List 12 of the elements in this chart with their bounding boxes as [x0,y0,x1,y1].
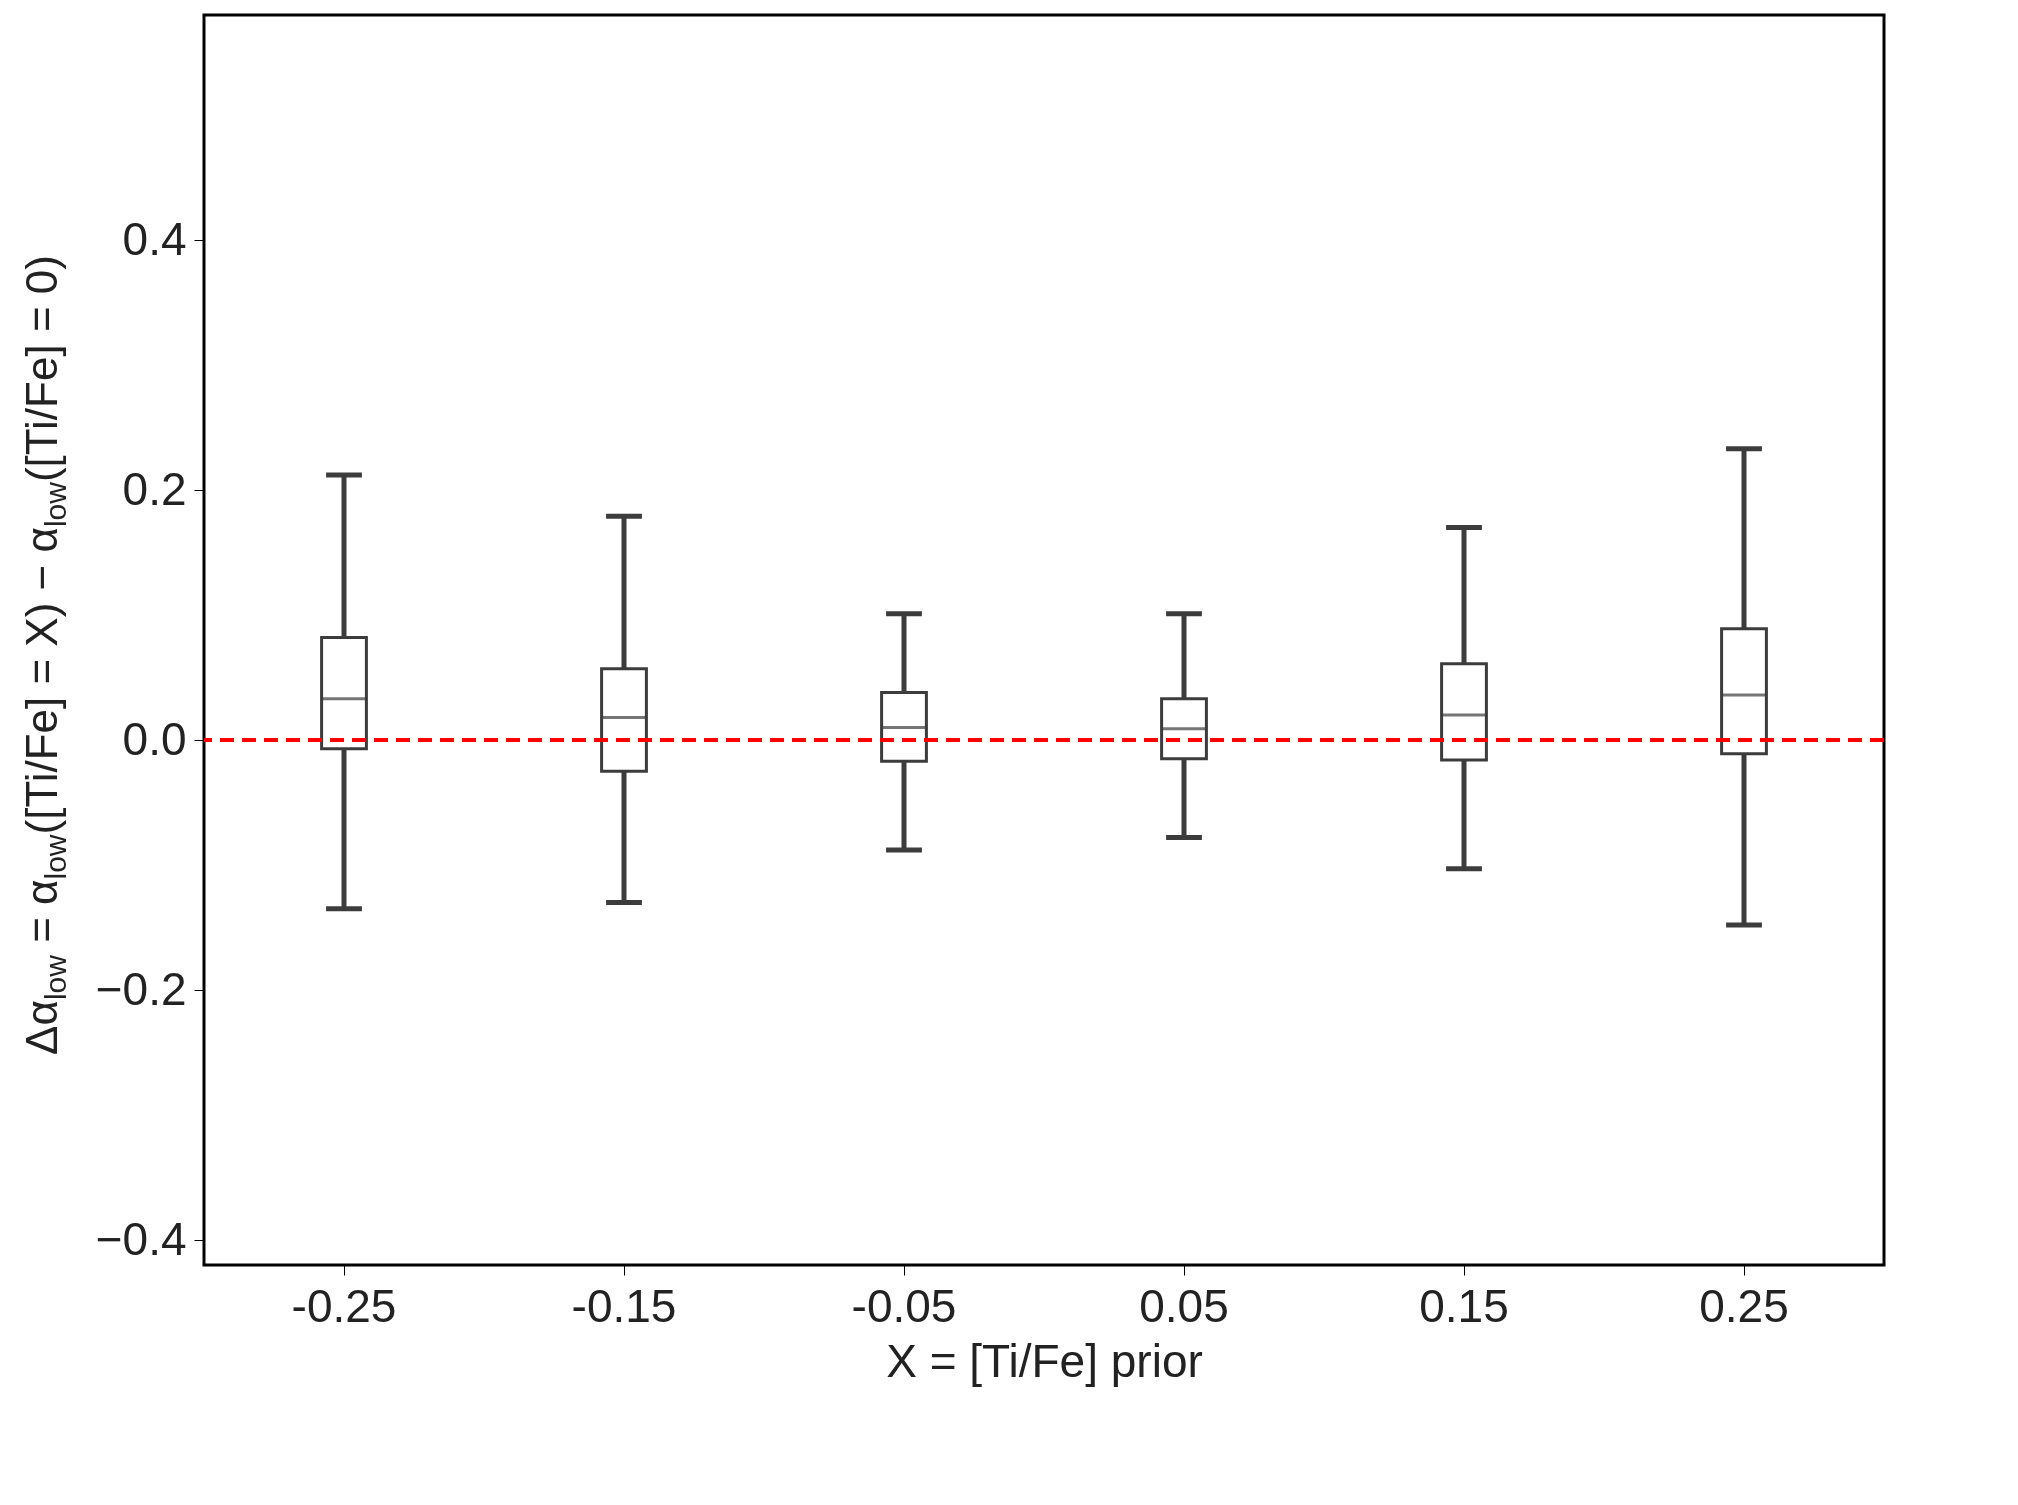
x-tick-label: -0.05 [851,1279,957,1332]
x-axis-title: X = [Ti/Fe] prior [886,1334,1203,1387]
y-tick-label: −0.4 [95,1212,187,1265]
y-tick-label: 0.4 [122,212,187,265]
y-tick-label: −0.2 [95,962,187,1015]
x-tick-label: 0.25 [1699,1279,1789,1332]
y-tick-label: 0.0 [122,712,187,765]
x-tick-label: 0.05 [1139,1279,1229,1332]
x-tick-label: -0.15 [571,1279,677,1332]
x-tick-label: -0.25 [291,1279,397,1332]
x-tick-label: 0.15 [1419,1279,1509,1332]
y-tick-label: 0.2 [122,462,187,515]
